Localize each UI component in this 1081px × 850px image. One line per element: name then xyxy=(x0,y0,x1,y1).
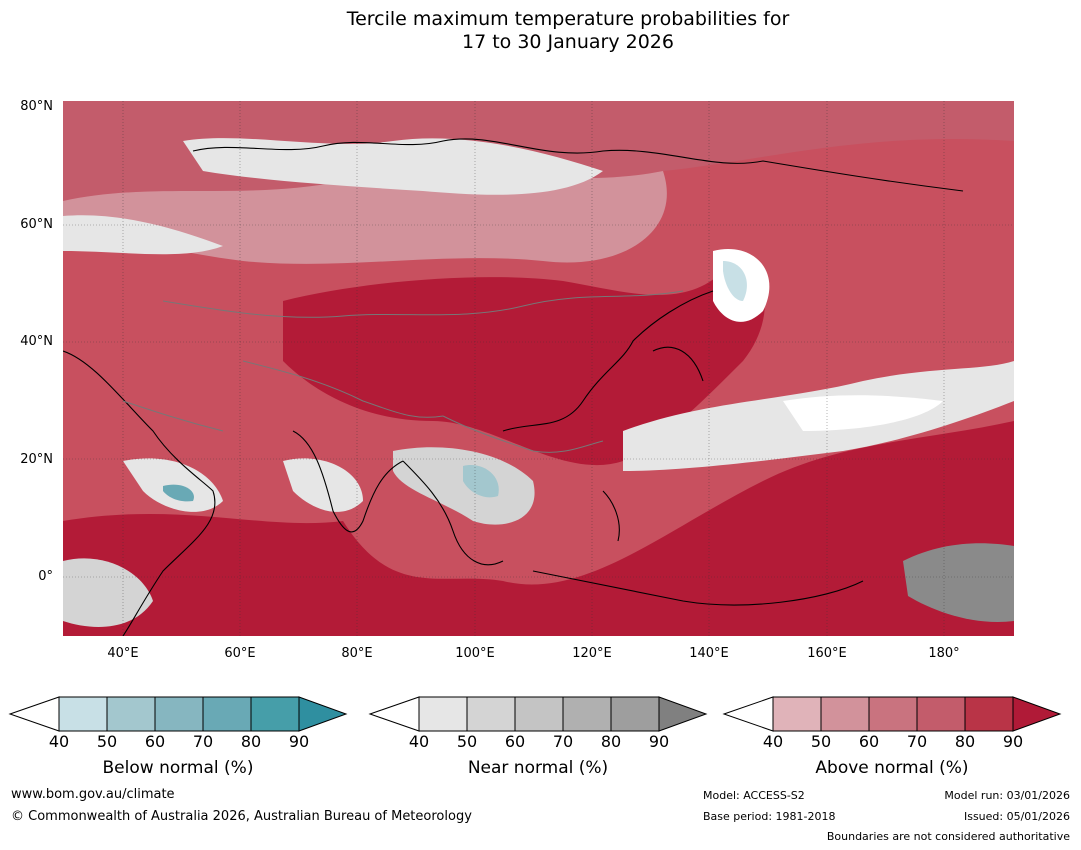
lat-label-20n: 20°N xyxy=(20,452,53,467)
legend-above-title: Above normal (%) xyxy=(815,758,969,778)
model-text: Model: ACCESS-S2 xyxy=(703,789,805,802)
legend-near-title: Near normal (%) xyxy=(467,758,609,778)
colorbar-below-start xyxy=(8,696,60,732)
chart-title: Tercile maximum temperature probabilitie… xyxy=(0,8,1081,54)
lon-label-120e: 120°E xyxy=(572,646,612,661)
legend-near-tick: 50 xyxy=(456,732,478,751)
legend-above-tick: 60 xyxy=(858,732,880,751)
region-near-southeast-asia xyxy=(393,447,535,525)
colorbar-near-swatch xyxy=(418,696,468,732)
lon-label-40e: 40°E xyxy=(107,646,139,661)
colorbar-near-swatch xyxy=(610,696,660,732)
boundaries-note: Boundaries are not considered authoritat… xyxy=(826,830,1070,843)
lon-label-60e: 60°E xyxy=(224,646,256,661)
copyright-text: © Commonwealth of Australia 2026, Austra… xyxy=(11,809,472,824)
colorbar-below-end xyxy=(298,696,348,732)
legend-above-tick: 90 xyxy=(1002,732,1024,751)
title-line-2: 17 to 30 January 2026 xyxy=(462,31,674,53)
region-near-siberia xyxy=(183,138,603,195)
colorbar-below-swatch xyxy=(250,696,300,732)
map-canvas xyxy=(63,101,1014,636)
colorbar-near-start xyxy=(368,696,420,732)
lat-label-40n: 40°N xyxy=(20,334,53,349)
legend-below-normal: 40 50 60 70 80 90 Below normal (%) xyxy=(8,696,348,778)
country-borders xyxy=(122,290,684,453)
colorbar-below-swatch xyxy=(58,696,108,732)
base-period-text: Base period: 1981-2018 xyxy=(703,810,836,823)
title-line-1: Tercile maximum temperature probabilitie… xyxy=(346,8,790,30)
legend-below-tick: 90 xyxy=(288,732,310,751)
lat-label-equator: 0° xyxy=(38,569,53,584)
lon-label-180: 180° xyxy=(928,646,960,661)
region-below-horn-africa xyxy=(163,484,194,502)
legend-below-tick: 40 xyxy=(48,732,70,751)
region-above-tropics xyxy=(63,421,1014,636)
colorbar-above-swatch xyxy=(868,696,918,732)
model-run-text: Model run: 03/01/2026 xyxy=(944,789,1070,802)
region-near-strong-png xyxy=(903,543,1014,622)
colorbar-near-swatch xyxy=(562,696,612,732)
lon-label-80e: 80°E xyxy=(341,646,373,661)
lon-label-160e: 160°E xyxy=(807,646,847,661)
legend-near-tick: 90 xyxy=(648,732,670,751)
colorbar-above-start xyxy=(722,696,774,732)
colorbar-near-swatch xyxy=(514,696,564,732)
lon-label-100e: 100°E xyxy=(455,646,495,661)
colorbar-above-swatch xyxy=(916,696,966,732)
legend-above-tick: 80 xyxy=(954,732,976,751)
colorbar-below-swatch xyxy=(202,696,252,732)
region-below-indochina xyxy=(463,465,499,498)
region-below-okhotsk xyxy=(723,261,747,301)
colorbar-above-swatch xyxy=(820,696,870,732)
legend-near-tick: 70 xyxy=(552,732,574,751)
legend-above-normal: 40 50 60 70 80 90 Above normal (%) xyxy=(722,696,1062,778)
lat-label-80n: 80°N xyxy=(20,99,53,114)
probability-map xyxy=(63,101,1014,636)
legend-below-tick: 60 xyxy=(144,732,166,751)
legend-near-normal: 40 50 60 70 80 90 Near normal (%) xyxy=(368,696,708,778)
region-near-europe xyxy=(63,215,223,255)
legend-below-title: Below normal (%) xyxy=(102,758,254,778)
legend-above-tick: 50 xyxy=(810,732,832,751)
colorbar-below-swatch xyxy=(106,696,156,732)
legend-near-tick: 40 xyxy=(408,732,430,751)
coastlines xyxy=(63,138,964,636)
colorbar-above-end xyxy=(1012,696,1062,732)
colorbar-near-swatch xyxy=(466,696,516,732)
colorbar-below xyxy=(8,696,348,732)
region-near-east-africa xyxy=(63,558,153,627)
legend-below-tick: 70 xyxy=(192,732,214,751)
colorbar-near-end xyxy=(658,696,708,732)
website-link[interactable]: www.bom.gov.au/climate xyxy=(11,787,175,802)
region-above-central-asia xyxy=(283,267,765,466)
colorbar-below-swatch xyxy=(154,696,204,732)
legend-above-tick: 40 xyxy=(762,732,784,751)
legend-below-tick: 80 xyxy=(240,732,262,751)
colorbar-above-swatch xyxy=(772,696,822,732)
issued-text: Issued: 05/01/2026 xyxy=(963,810,1070,823)
graticule xyxy=(63,101,1014,636)
region-near-india-south xyxy=(283,458,363,512)
legend-near-tick: 80 xyxy=(600,732,622,751)
colorbar-above xyxy=(722,696,1062,732)
legend-near-tick: 60 xyxy=(504,732,526,751)
colorbar-near xyxy=(368,696,708,732)
colorbar-above-swatch xyxy=(964,696,1014,732)
lat-label-60n: 60°N xyxy=(20,217,53,232)
lon-label-140e: 140°E xyxy=(689,646,729,661)
legend-above-tick: 70 xyxy=(906,732,928,751)
region-neutral-pacific xyxy=(783,395,943,431)
legend-below-tick: 50 xyxy=(96,732,118,751)
